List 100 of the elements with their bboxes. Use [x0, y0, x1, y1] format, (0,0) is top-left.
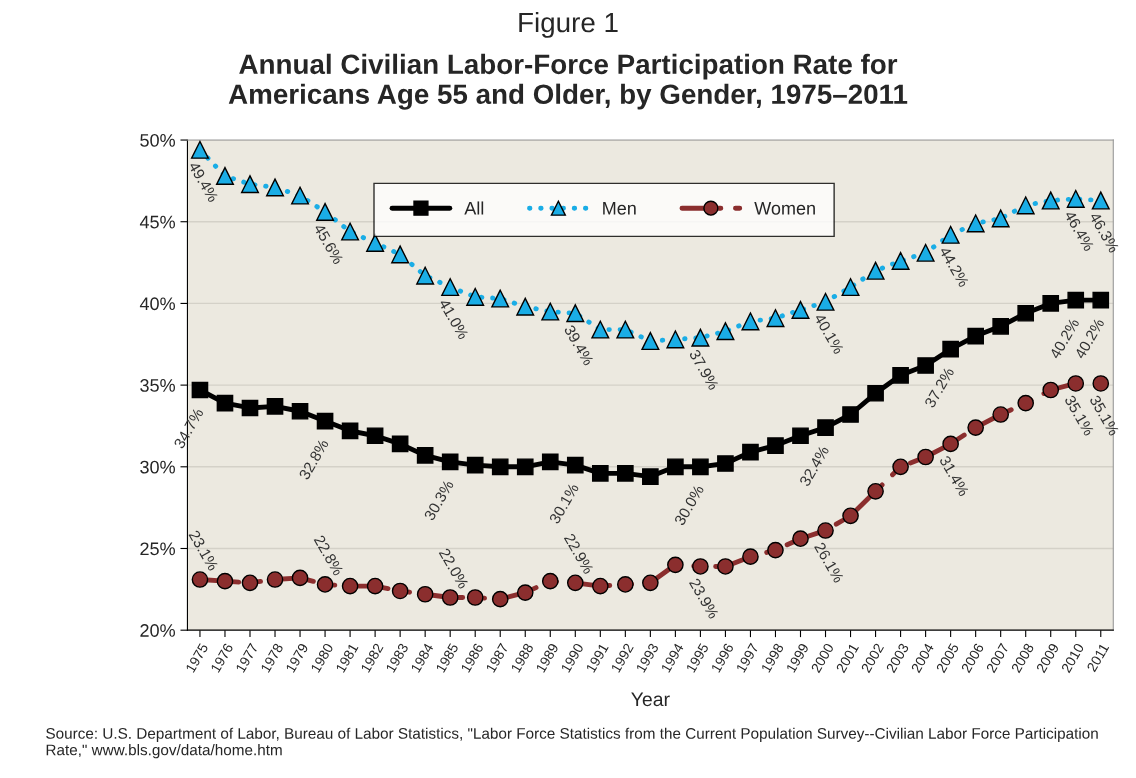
point: [1066, 189, 1085, 208]
point: [717, 558, 734, 575]
point: [416, 266, 435, 285]
point: [265, 178, 285, 197]
point: [616, 320, 635, 339]
point: [1042, 295, 1060, 312]
point: [541, 453, 559, 471]
point: [541, 572, 559, 590]
legend-label: Women: [754, 202, 815, 215]
point: [391, 245, 410, 264]
point: [1067, 375, 1085, 392]
point: [591, 465, 609, 482]
point: [667, 556, 684, 574]
x-axis-title: Year: [631, 692, 670, 707]
point: [316, 576, 334, 593]
point: [717, 455, 734, 472]
point: [441, 589, 459, 606]
point: [642, 468, 659, 485]
point: [591, 577, 609, 595]
point: [341, 577, 359, 595]
point: [666, 330, 685, 349]
point: [642, 574, 659, 592]
point: [266, 398, 284, 415]
point: [416, 585, 434, 603]
point: [892, 366, 909, 384]
point: [691, 328, 710, 347]
y-tick-label: 25%: [140, 542, 175, 556]
point: [216, 394, 234, 412]
point: [842, 406, 859, 423]
point: [441, 278, 460, 297]
legend-label: Men: [603, 202, 636, 215]
point: [867, 384, 884, 402]
point: [941, 225, 960, 244]
legend-label: All: [464, 201, 484, 215]
chart-subtitle: Annual Civilian Labor-Force Participation Rate for Americans Age 55 and Older, by Gender, 1975–2011: [228, 53, 908, 110]
point: [266, 571, 284, 588]
point: [291, 569, 309, 587]
point: [741, 312, 760, 331]
y-tick-label: 40%: [139, 297, 175, 311]
point: [866, 261, 885, 280]
point: [391, 582, 409, 600]
point: [816, 292, 835, 311]
point: [366, 577, 384, 595]
point: [892, 458, 909, 476]
point: [466, 456, 484, 474]
point: [667, 458, 684, 476]
point: [241, 574, 259, 592]
point: [341, 422, 359, 440]
point: [341, 222, 360, 241]
point: [767, 437, 784, 454]
point: [966, 214, 985, 233]
point: [742, 443, 759, 461]
point: [240, 175, 260, 194]
point: [617, 576, 634, 593]
point: [291, 402, 309, 420]
point: [216, 572, 234, 590]
y-tick-label: 35%: [140, 379, 175, 392]
y-tick-label: 20%: [140, 624, 175, 637]
point: [917, 448, 934, 466]
point: [991, 209, 1010, 228]
point: [441, 453, 459, 471]
point: [291, 186, 310, 205]
point: [466, 589, 484, 606]
point: [1091, 191, 1110, 210]
point: [842, 507, 859, 525]
point: [316, 412, 334, 430]
point: [191, 381, 209, 399]
point: [916, 243, 935, 262]
point: [190, 140, 209, 159]
source-note: Source: U.S. Department of Labor, Bureau of Labor Statistics, "Labor Force Statistics from the Current Population Survey--Civilian Labor Force Participation Rate," www.bls.gov/data/home.htm: [46, 727, 1098, 759]
point: [516, 584, 534, 601]
point: [767, 541, 784, 559]
point: [742, 548, 759, 565]
point: [1041, 191, 1060, 210]
point: [491, 289, 510, 308]
point: [491, 458, 509, 476]
point: [466, 287, 485, 306]
point: [716, 322, 735, 341]
point: [566, 574, 584, 592]
point: [1092, 375, 1110, 392]
point: [566, 456, 584, 474]
point: [867, 482, 884, 500]
point: [692, 558, 709, 575]
point: [942, 435, 959, 453]
point: [792, 530, 809, 548]
point: [766, 309, 785, 328]
y-tick-label: 30%: [140, 460, 175, 474]
point: [366, 427, 384, 445]
y-tick-label: 50%: [140, 133, 175, 147]
point: [591, 320, 610, 339]
point: [617, 465, 634, 482]
y-tick-label: 45%: [139, 215, 175, 229]
point: [1067, 291, 1085, 309]
point: [566, 304, 585, 323]
point: [241, 399, 259, 417]
point: [992, 317, 1010, 335]
point: [416, 447, 434, 464]
chart-title: Figure 1: [519, 11, 618, 38]
point: [391, 435, 409, 453]
point: [191, 571, 209, 588]
